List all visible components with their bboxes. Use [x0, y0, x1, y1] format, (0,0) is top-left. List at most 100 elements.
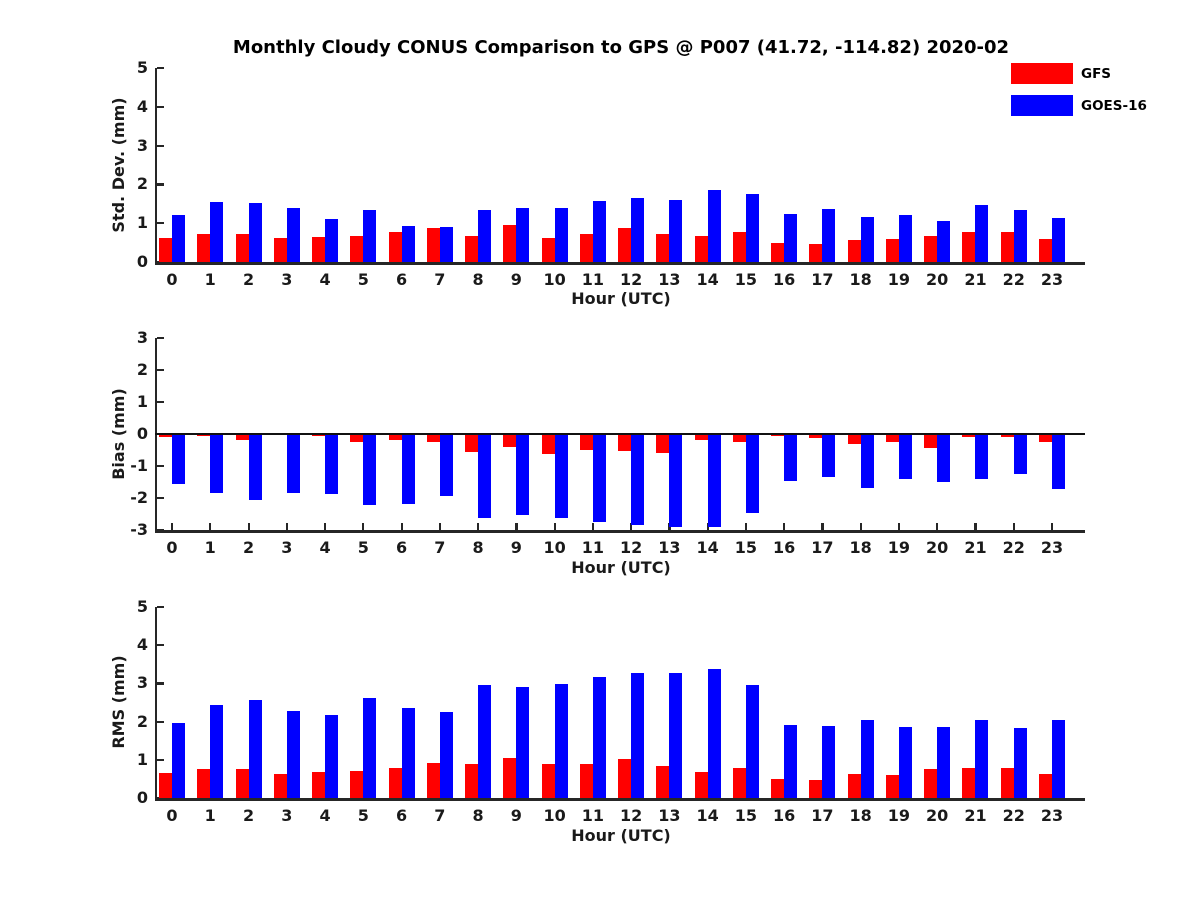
x-tick	[936, 523, 939, 530]
bar-goes-16-h5	[363, 209, 377, 262]
bar-gfs-h4	[312, 772, 326, 798]
y-tick	[157, 183, 164, 186]
x-tick	[285, 523, 288, 530]
bar-goes-16-h18	[860, 216, 874, 262]
bar-goes-16-h1	[210, 434, 224, 494]
bar-gfs-h1	[197, 234, 211, 262]
x-axis-line	[154, 262, 1085, 265]
bar-goes-16-h15	[745, 194, 759, 262]
bar-goes-16-h13	[669, 434, 683, 528]
y-tick-label: 4	[136, 96, 148, 116]
x-tick-label: 4	[319, 806, 331, 825]
bar-goes-16-h6	[401, 434, 415, 505]
x-tick-label: 11	[581, 806, 604, 825]
bar-goes-16-h14	[707, 434, 721, 527]
y-tick	[157, 797, 164, 800]
bar-goes-16-h21	[975, 434, 989, 480]
stddev-x-axis-label: Hour (UTC)	[571, 289, 671, 308]
x-tick-label: 17	[811, 538, 834, 557]
bar-gfs-h4	[312, 236, 326, 262]
bar-gfs-h14	[694, 772, 708, 798]
y-tick-label: -2	[130, 488, 148, 507]
bar-goes-16-h16	[784, 213, 798, 262]
bar-gfs-h13	[656, 434, 670, 453]
bar-gfs-h19	[885, 774, 899, 798]
y-tick	[157, 222, 164, 225]
x-tick-label: 0	[166, 806, 178, 825]
x-tick	[821, 523, 824, 530]
bar-goes-16-h16	[784, 725, 798, 798]
bar-gfs-h8	[465, 763, 479, 798]
y-tick	[157, 67, 164, 70]
y-tick	[157, 465, 164, 468]
bar-goes-16-h11	[592, 434, 606, 522]
bar-goes-16-h12	[631, 197, 645, 262]
x-tick-label: 12	[619, 806, 643, 825]
bar-goes-16-h2	[248, 434, 262, 500]
bar-gfs-h6	[388, 434, 402, 441]
y-tick-label: 1	[136, 749, 148, 769]
bar-goes-16-h17	[822, 725, 836, 798]
rms-y-axis-label: RMS (mm)	[109, 655, 128, 749]
x-tick-label: 3	[281, 538, 293, 557]
bar-goes-16-h4	[325, 219, 339, 262]
bar-goes-16-h7	[439, 711, 453, 798]
bar-goes-16-h20	[937, 434, 951, 482]
bar-gfs-h2	[235, 434, 249, 441]
y-axis-line	[154, 338, 157, 533]
x-tick-label: 3	[281, 270, 293, 289]
x-tick-label: 7	[434, 806, 446, 825]
bar-gfs-h22	[1000, 232, 1014, 262]
x-tick	[553, 523, 556, 530]
y-tick	[157, 720, 164, 723]
y-tick	[157, 337, 164, 340]
bar-gfs-h15	[732, 434, 746, 442]
bar-gfs-h15	[732, 231, 746, 262]
x-tick	[362, 523, 365, 530]
x-axis-line	[154, 798, 1085, 801]
bar-gfs-h0	[159, 434, 172, 438]
bar-goes-16-h18	[860, 719, 874, 798]
y-tick	[157, 369, 164, 372]
bar-goes-16-h5	[363, 434, 377, 506]
bar-goes-16-h22	[1013, 434, 1027, 475]
y-tick-label: 3	[136, 673, 148, 693]
x-tick-label: 3	[281, 806, 293, 825]
bar-goes-16-h0	[172, 434, 185, 485]
x-tick-label: 9	[510, 806, 522, 825]
x-tick-label: 16	[773, 538, 796, 557]
bar-goes-16-h21	[975, 719, 989, 798]
x-tick-label: 6	[395, 538, 408, 557]
y-tick-label: 0	[136, 252, 148, 271]
bar-gfs-h21	[962, 434, 976, 438]
bar-gfs-h5	[350, 236, 364, 262]
bar-gfs-h7	[426, 227, 440, 262]
x-tick-label: 7	[434, 270, 446, 289]
x-tick-label: 17	[811, 270, 834, 289]
bar-goes-16-h0	[172, 215, 185, 262]
bar-gfs-h12	[618, 759, 632, 798]
x-tick-label: 23	[1040, 538, 1064, 557]
bar-gfs-h17	[809, 243, 823, 262]
x-tick-label: 22	[1002, 270, 1025, 289]
y-tick-label: 5	[136, 597, 148, 616]
x-tick-label: 2	[242, 538, 255, 557]
bar-gfs-h6	[388, 232, 402, 262]
bar-goes-16-h23	[1051, 720, 1065, 798]
bar-goes-16-h1	[210, 201, 224, 262]
bar-gfs-h14	[694, 236, 708, 262]
bias-x-axis-label: Hour (UTC)	[571, 558, 671, 577]
bar-goes-16-h3	[286, 434, 300, 494]
x-tick-label: 6	[395, 270, 408, 289]
bar-gfs-h7	[426, 434, 440, 443]
y-tick-label: 5	[136, 58, 148, 77]
x-tick	[209, 523, 212, 530]
x-tick-label: 12	[619, 538, 643, 557]
bar-gfs-h18	[847, 434, 861, 444]
y-tick	[157, 529, 164, 532]
x-tick-label: 1	[204, 270, 216, 289]
bar-goes-16-h10	[554, 208, 568, 262]
x-tick-label: 15	[734, 270, 758, 289]
